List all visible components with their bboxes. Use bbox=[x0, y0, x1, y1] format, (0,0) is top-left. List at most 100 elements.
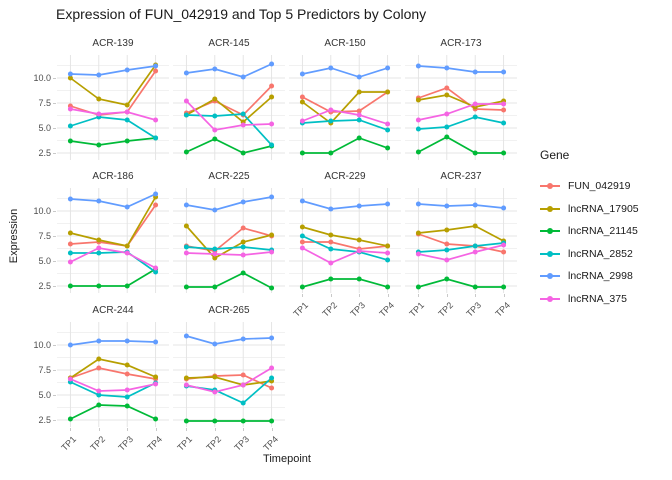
legend: Gene FUN_042919 lncRNA_17905 lncRNA_21145 l… bbox=[540, 148, 639, 310]
series-line-lncRNA_2998 bbox=[69, 193, 157, 208]
facet-title: ACR-186 bbox=[92, 171, 134, 182]
data-point-lncRNA_375 bbox=[501, 101, 507, 107]
data-point-lncRNA_2998 bbox=[501, 69, 507, 75]
data-point-lncRNA_17905 bbox=[212, 96, 218, 102]
y-tick-mark bbox=[52, 153, 56, 154]
legend-key-dot bbox=[547, 250, 553, 257]
data-point-lncRNA_21145 bbox=[96, 142, 102, 148]
series-line-lncRNA_2998 bbox=[69, 65, 157, 76]
data-point-FUN_042919 bbox=[124, 371, 130, 377]
data-point-lncRNA_2998 bbox=[444, 203, 450, 209]
x-tick-mark bbox=[214, 428, 216, 431]
y-tick-mark bbox=[52, 236, 56, 237]
chart-title: Expression of FUN_042919 and Top 5 Predi… bbox=[56, 6, 427, 22]
data-point-lncRNA_375 bbox=[67, 106, 73, 112]
data-point-lncRNA_2998 bbox=[356, 203, 362, 209]
data-point-lncRNA_21145 bbox=[96, 283, 102, 289]
data-point-lncRNA_2852 bbox=[153, 269, 159, 275]
legend-key-icon bbox=[540, 179, 560, 193]
series-line-lncRNA_2852 bbox=[417, 116, 505, 130]
data-point-lncRNA_21145 bbox=[183, 284, 189, 290]
data-point-lncRNA_2852 bbox=[183, 112, 189, 118]
data-point-lncRNA_17905 bbox=[240, 239, 246, 245]
facet-panel bbox=[57, 322, 169, 427]
data-point-lncRNA_2998 bbox=[415, 63, 421, 69]
data-point-lncRNA_375 bbox=[299, 245, 305, 251]
legend-item: lncRNA_21145 bbox=[540, 220, 639, 243]
data-point-lncRNA_21145 bbox=[356, 135, 362, 141]
legend-label: FUN_042919 bbox=[568, 180, 631, 193]
data-point-lncRNA_17905 bbox=[299, 224, 305, 230]
x-tick-mark bbox=[98, 428, 100, 431]
series-line-lncRNA_2998 bbox=[417, 65, 505, 73]
series-line-FUN_042919 bbox=[417, 233, 505, 253]
series-line-lncRNA_21145 bbox=[69, 404, 157, 420]
data-point-lncRNA_2852 bbox=[328, 118, 334, 124]
facet-title: ACR-139 bbox=[92, 38, 134, 49]
data-point-lncRNA_2852 bbox=[472, 114, 478, 120]
data-point-lncRNA_17905 bbox=[96, 237, 102, 243]
series-line-lncRNA_21145 bbox=[417, 278, 505, 288]
legend-key-dot bbox=[547, 228, 553, 235]
series-line-lncRNA_17905 bbox=[301, 226, 389, 247]
data-point-lncRNA_375 bbox=[501, 242, 507, 248]
data-point-lncRNA_2998 bbox=[96, 338, 102, 344]
legend-item: lncRNA_17905 bbox=[540, 198, 639, 221]
data-point-lncRNA_2998 bbox=[212, 66, 218, 72]
data-point-lncRNA_2998 bbox=[124, 204, 130, 210]
facet-panel bbox=[289, 188, 401, 293]
data-point-lncRNA_2998 bbox=[183, 70, 189, 76]
data-point-lncRNA_2852 bbox=[444, 124, 450, 130]
data-point-lncRNA_21145 bbox=[212, 418, 218, 424]
series-line-lncRNA_2998 bbox=[185, 335, 273, 345]
legend-key-icon bbox=[540, 269, 560, 283]
series-line-lncRNA_2852 bbox=[185, 246, 273, 251]
facet-panel bbox=[289, 55, 401, 160]
facet-title: ACR-145 bbox=[208, 38, 250, 49]
data-point-lncRNA_375 bbox=[444, 111, 450, 117]
data-point-FUN_042919 bbox=[153, 202, 159, 208]
data-point-lncRNA_2998 bbox=[67, 342, 73, 348]
data-point-lncRNA_375 bbox=[124, 109, 130, 115]
data-point-lncRNA_21145 bbox=[415, 149, 421, 155]
data-point-lncRNA_2852 bbox=[385, 127, 391, 133]
data-point-lncRNA_17905 bbox=[67, 230, 73, 236]
series-line-lncRNA_21145 bbox=[185, 138, 273, 154]
data-point-lncRNA_2998 bbox=[299, 71, 305, 77]
data-point-lncRNA_2998 bbox=[472, 202, 478, 208]
data-point-lncRNA_21145 bbox=[415, 284, 421, 290]
series-line-lncRNA_17905 bbox=[69, 196, 157, 247]
series-line-lncRNA_2852 bbox=[417, 242, 505, 253]
y-tick-label: 10.0 bbox=[33, 205, 51, 216]
data-point-lncRNA_2852 bbox=[240, 111, 246, 117]
series-line-lncRNA_21145 bbox=[301, 278, 389, 288]
data-point-lncRNA_2852 bbox=[299, 233, 305, 239]
facet-title: ACR-237 bbox=[440, 171, 482, 182]
series-line-lncRNA_2998 bbox=[69, 340, 157, 346]
data-point-FUN_042919 bbox=[67, 241, 73, 247]
x-tick-mark bbox=[387, 294, 389, 297]
data-point-lncRNA_17905 bbox=[183, 375, 189, 381]
x-tick-label: TP2 bbox=[320, 300, 339, 319]
data-point-lncRNA_17905 bbox=[212, 255, 218, 261]
data-point-lncRNA_375 bbox=[415, 117, 421, 123]
data-point-lncRNA_375 bbox=[96, 245, 102, 251]
x-tick-mark bbox=[503, 294, 505, 297]
data-point-lncRNA_17905 bbox=[183, 223, 189, 229]
legend-key-dot bbox=[547, 295, 553, 302]
legend-item: FUN_042919 bbox=[540, 175, 639, 198]
data-point-lncRNA_21145 bbox=[444, 276, 450, 282]
facet-panel bbox=[405, 188, 517, 293]
data-point-lncRNA_2852 bbox=[269, 142, 275, 148]
series-line-lncRNA_17905 bbox=[301, 91, 389, 125]
data-point-lncRNA_21145 bbox=[124, 403, 130, 409]
x-tick-mark bbox=[418, 294, 420, 297]
x-axis-title: Timepoint bbox=[263, 453, 311, 465]
facet-title: ACR-229 bbox=[324, 171, 366, 182]
y-tick-label: 2.5 bbox=[38, 414, 51, 425]
y-tick-mark bbox=[52, 211, 56, 212]
data-point-lncRNA_2852 bbox=[153, 135, 159, 141]
series-line-lncRNA_17905 bbox=[185, 376, 273, 386]
data-point-lncRNA_2852 bbox=[240, 400, 246, 406]
